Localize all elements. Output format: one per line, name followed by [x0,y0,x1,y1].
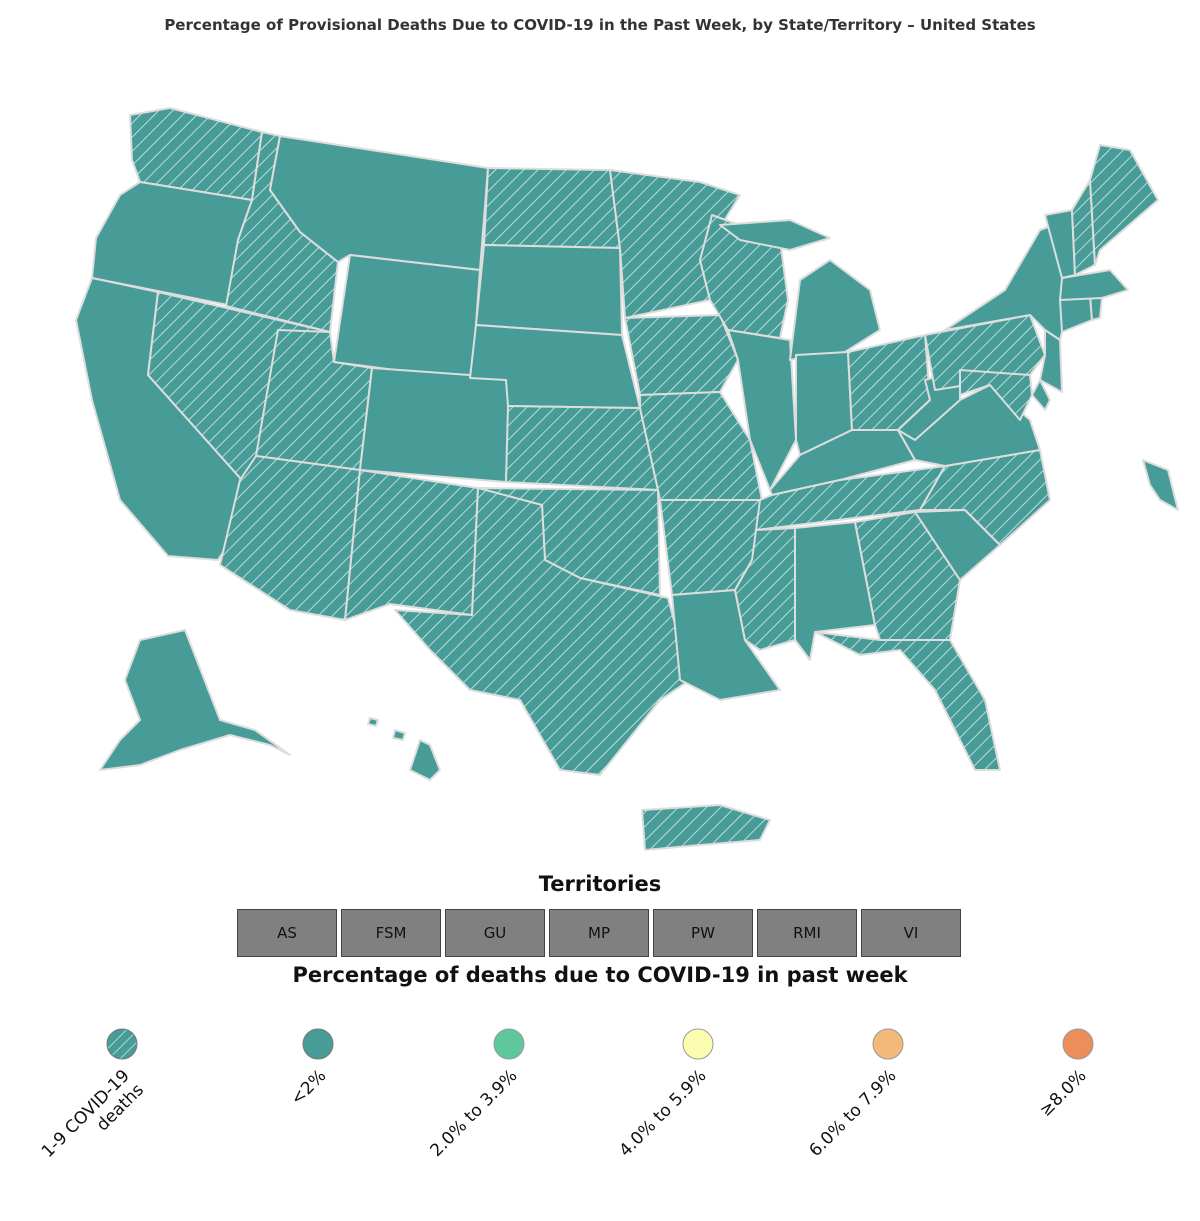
state-nm[interactable] [344,469,479,621]
legend-label-6-7.9: 6.0% to 7.9% [805,1066,901,1161]
legend-swatch-gte-8 [1062,1028,1094,1060]
legend-label-4-5.9: 4.0% to 5.9% [615,1066,711,1161]
state-me[interactable] [1089,144,1159,266]
legend-swatch-2-3.9 [493,1028,525,1060]
state-ia[interactable] [624,314,739,396]
state-az[interactable] [219,455,361,621]
state-fl[interactable] [814,631,1001,771]
state-de[interactable] [1031,379,1051,411]
territory-button-as[interactable]: AS [237,909,337,957]
territory-button-pw[interactable]: PW [653,909,753,957]
state-sd[interactable] [475,244,623,336]
territory-button-gu[interactable]: GU [445,909,545,957]
state-dc[interactable] [1142,459,1179,511]
state-md[interactable] [959,369,1033,421]
state-nd[interactable] [483,167,621,249]
state-tx[interactable] [394,487,691,776]
state-ks[interactable] [505,405,659,491]
state-wy[interactable] [333,254,481,381]
legend-title: Percentage of deaths due to COVID-19 in … [292,963,908,987]
state-co[interactable] [359,367,511,483]
territory-buttons: AS FSM GU MP PW RMI VI [237,909,961,959]
state-nj[interactable] [1039,329,1063,393]
state-va[interactable] [897,384,1041,467]
legend-swatch-6-7.9 [872,1028,904,1060]
legend-swatch-lt-2 [302,1028,334,1060]
territories-title: Territories [538,872,662,896]
state-ma[interactable] [1059,269,1129,301]
legend-label-2-3.9: 2.0% to 3.9% [426,1066,522,1161]
legend-swatches [106,1028,1094,1060]
us-map [75,107,1179,851]
state-mo[interactable] [639,391,763,501]
state-ak[interactable] [99,629,291,771]
legend-label-1-9-deaths: 1-9 COVID-19 deaths [38,1066,149,1162]
territory-button-rmi[interactable]: RMI [757,909,857,957]
legend-swatch-1-9-deaths [106,1028,138,1060]
territory-button-vi[interactable]: VI [861,909,961,957]
legend-swatch-4-5.9 [682,1028,714,1060]
legend-label-gte-8: ≥8.0% [1035,1066,1091,1121]
territory-button-fsm[interactable]: FSM [341,909,441,957]
state-hi[interactable] [367,717,441,781]
territory-button-mp[interactable]: MP [549,909,649,957]
legend-label-lt-2: <2% [286,1066,331,1110]
chart-title: Percentage of Provisional Deaths Due to … [164,16,1036,34]
state-pr[interactable] [641,804,771,851]
